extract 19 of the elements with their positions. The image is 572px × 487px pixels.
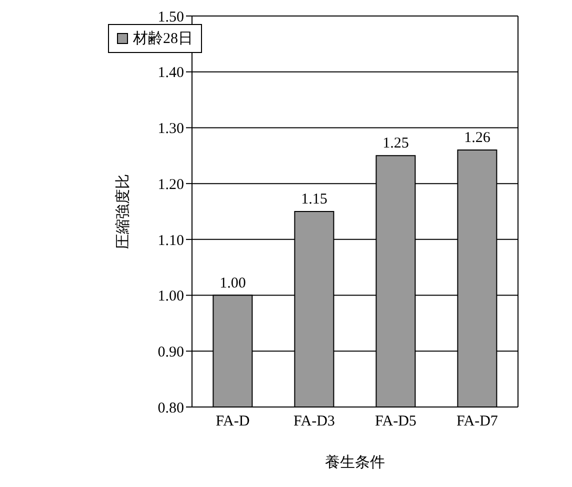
data-label: 1.25 (382, 136, 409, 152)
y-axis-title: 圧縮強度比 (114, 174, 132, 249)
x-tick-label: FA-D (216, 414, 250, 430)
y-tick-label: 1.10 (158, 232, 184, 249)
legend-label: 材齢28日 (133, 30, 193, 48)
data-label: 1.26 (464, 130, 491, 146)
x-axis-title: 養生条件 (325, 454, 385, 471)
y-tick-label: 1.50 (158, 9, 184, 26)
y-tick-label: 1.30 (158, 121, 184, 138)
y-tick-label: 0.80 (158, 400, 184, 416)
data-label: 1.15 (301, 192, 328, 208)
x-tick-label: FA-D7 (456, 414, 498, 430)
x-tick-label: FA-D3 (294, 414, 335, 430)
y-tick-label: 1.20 (158, 176, 184, 193)
y-tick-label: 1.40 (158, 65, 184, 82)
y-tick-label: 1.00 (158, 288, 184, 305)
data-label: 1.00 (220, 275, 246, 292)
y-tick-label: 0.90 (158, 344, 184, 360)
x-tick-label: FA-D5 (375, 414, 416, 430)
